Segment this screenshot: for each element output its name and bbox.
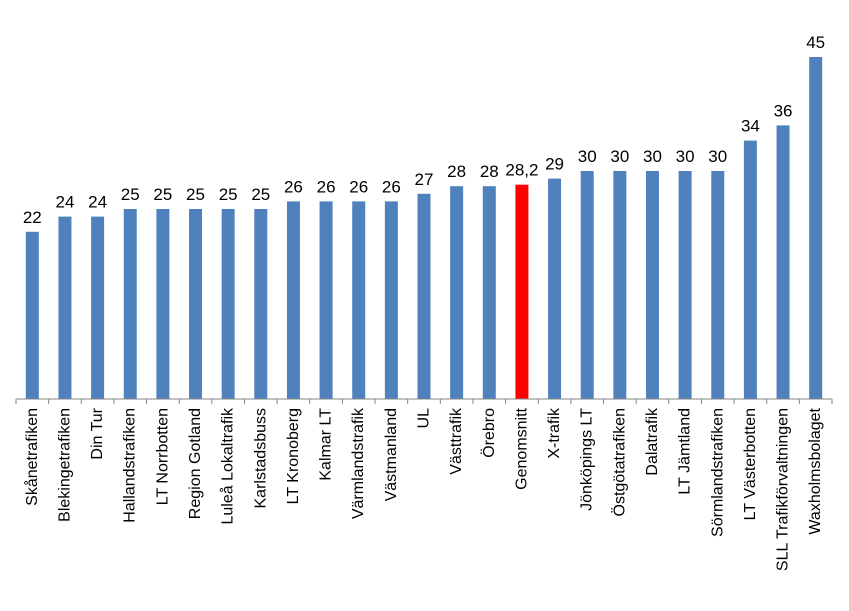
category-label: Dalatrafik [644, 407, 661, 476]
data-label: 30 [643, 147, 662, 166]
category-label: Karlstadsbuss [252, 408, 269, 509]
category-label: Värmlandstrafik [350, 407, 367, 519]
bar [384, 201, 398, 399]
category-label: UL [416, 408, 433, 429]
category-label: Luleå Lokaltrafik [219, 407, 237, 525]
bar [450, 186, 464, 399]
category-label: Östgötatrafiken [610, 408, 628, 517]
data-label: 30 [708, 147, 727, 166]
data-label: 26 [349, 177, 368, 196]
category-labels-group: Skånetrafiken Blekingetrafiken Din Tur Hall… [23, 407, 824, 571]
category-label: LT Norrbotten [154, 408, 171, 505]
x-axis-ticks [15, 399, 833, 404]
category-label: Region Gotland [187, 408, 204, 519]
data-label: 30 [578, 147, 597, 166]
bar [156, 209, 170, 399]
category-label: Hallandstrafiken [122, 408, 139, 523]
bar [580, 171, 594, 399]
bar [613, 171, 627, 399]
data-label: 24 [88, 193, 107, 212]
data-label: 25 [186, 185, 205, 204]
data-label: 26 [317, 177, 336, 196]
bar [254, 209, 268, 399]
category-label: Din Tur [89, 407, 106, 459]
bar [319, 201, 333, 399]
category-label: SLL Trafikförvaltningen [775, 408, 792, 571]
bar [548, 178, 562, 399]
category-label: LT Jämtland [677, 408, 694, 495]
bar [352, 201, 366, 399]
category-label: Sörmlandstrafiken [709, 408, 726, 537]
bar [776, 125, 790, 400]
data-labels-group: 22 24 24 25 25 25 25 25 26 26 26 26 27 28 28 28,2 29 30 30… [23, 33, 825, 227]
category-label: Skånetrafiken [23, 408, 41, 506]
data-label: 30 [676, 147, 695, 166]
data-label: 22 [23, 208, 42, 227]
bar [515, 184, 529, 399]
data-label: 28 [447, 162, 466, 181]
bar [25, 231, 39, 399]
bar [482, 186, 496, 399]
category-label: Genomsnitt [513, 407, 530, 489]
bar [645, 171, 659, 399]
data-label: 26 [382, 177, 401, 196]
bar [123, 209, 137, 399]
category-label: Västtrafik [448, 407, 465, 475]
category-label: Kalmar LT [318, 408, 335, 481]
bar [58, 216, 72, 399]
category-label: LT Västerbotten [742, 408, 759, 520]
data-label: 25 [251, 185, 270, 204]
data-label: 30 [610, 147, 629, 166]
category-label: Jönköpings LT [579, 408, 596, 511]
category-label: X-trafik [546, 407, 563, 459]
data-label: 24 [55, 193, 74, 212]
data-label: 29 [545, 155, 564, 174]
data-label: 25 [121, 185, 140, 204]
category-label: Västmanland [383, 408, 400, 501]
data-label: 34 [741, 117, 760, 136]
category-label: LT Kronoberg [285, 408, 302, 504]
data-label: 28 [480, 162, 499, 181]
bar [189, 209, 203, 399]
category-label: Waxholmsbolaget [807, 407, 824, 534]
data-label: 45 [806, 33, 825, 52]
bar [417, 193, 431, 399]
bar [711, 171, 725, 399]
category-label: Örebro [480, 408, 498, 458]
data-label: 25 [153, 185, 172, 204]
category-label: Blekingetrafiken [56, 408, 73, 522]
bar [221, 209, 235, 399]
bar [743, 140, 757, 399]
data-label: 25 [219, 185, 238, 204]
bar [678, 171, 692, 399]
data-label: 36 [774, 101, 793, 120]
bars-group [25, 57, 823, 400]
bar [286, 201, 300, 399]
data-label: 26 [284, 177, 303, 196]
data-label: 27 [415, 170, 434, 189]
data-label: 28,2 [505, 161, 538, 180]
bar [91, 216, 105, 399]
bar [809, 57, 823, 399]
